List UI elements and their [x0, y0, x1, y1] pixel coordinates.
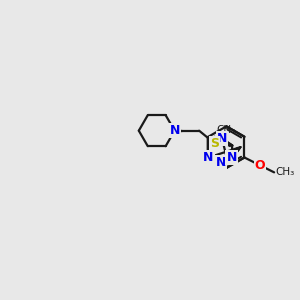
Text: O: O	[255, 159, 265, 172]
Text: N: N	[169, 124, 180, 137]
Text: CH₃: CH₃	[276, 167, 295, 177]
Text: N: N	[216, 156, 226, 169]
Text: CH₃: CH₃	[216, 125, 235, 135]
Text: N: N	[169, 124, 180, 137]
Text: N: N	[226, 151, 237, 164]
Text: N: N	[217, 132, 227, 146]
Text: N: N	[203, 151, 214, 164]
Text: S: S	[211, 137, 220, 150]
